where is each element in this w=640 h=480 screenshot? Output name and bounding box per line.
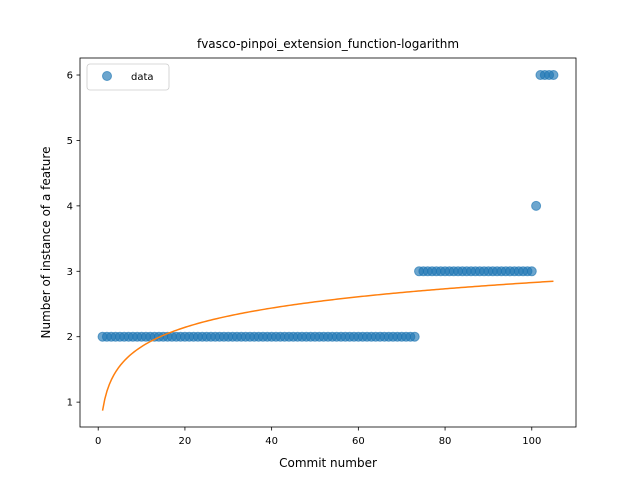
x-tick-label: 80 (439, 436, 452, 447)
fit-line (101, 280, 554, 411)
data-point (531, 200, 542, 211)
plot-area-background (80, 58, 576, 427)
legend-label-data: data (131, 72, 154, 83)
chart-axes: 0 20 40 60 80 100 1 2 3 4 5 6 (67, 71, 542, 447)
x-tick-label: 60 (352, 436, 365, 447)
data-point (526, 266, 537, 277)
x-tick-label: 40 (265, 436, 278, 447)
y-tick-label: 4 (67, 201, 73, 212)
x-tick-label: 100 (522, 436, 541, 447)
legend-marker-data (102, 71, 112, 81)
y-tick-label: 1 (67, 398, 73, 409)
data-point (548, 70, 559, 81)
x-tick-label: 20 (179, 436, 192, 447)
y-axis-label: Number of instance of a feature (39, 147, 53, 339)
y-tick-label: 2 (67, 332, 73, 343)
plot-frame (79, 57, 577, 428)
y-tick-label: 5 (67, 136, 73, 147)
x-axis-label: Commit number (279, 456, 377, 470)
y-tick-label: 3 (67, 267, 73, 278)
legend: data (86, 63, 170, 91)
chart-marks (97, 70, 559, 411)
data-point (409, 331, 420, 342)
y-tick-label: 6 (67, 71, 73, 82)
chart-title: fvasco-pinpoi_extension_function-logarit… (197, 37, 459, 51)
x-tick-label: 0 (95, 436, 101, 447)
legend-box (86, 63, 170, 91)
